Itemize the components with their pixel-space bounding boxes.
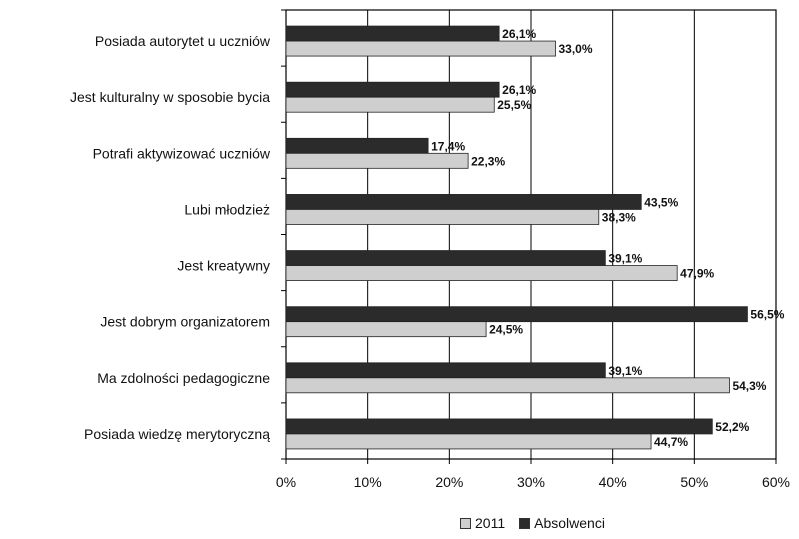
bar-absolwenci	[285, 25, 500, 42]
bar-2011	[285, 377, 730, 394]
data-label-2011: 22,3%	[471, 154, 505, 168]
chart-legend: 2011 Absolwenci	[460, 515, 613, 531]
bar-absolwenci	[285, 194, 642, 210]
category-label: Lubi młodzież	[184, 201, 270, 217]
bar-2011	[285, 209, 600, 225]
category-label: Jest kreatywny	[177, 258, 270, 274]
legend-swatch-absolwenci	[519, 517, 531, 529]
data-label-2011: 54,3%	[732, 379, 766, 393]
legend-label-2011: 2011	[475, 515, 506, 531]
bar-2011	[285, 265, 678, 281]
bar-2011	[285, 40, 556, 57]
data-label-absolwenci: 56,5%	[750, 308, 784, 322]
x-tick-label: 0%	[276, 474, 296, 490]
bar-absolwenci	[285, 306, 748, 323]
bar-2011	[285, 321, 487, 338]
bar-2011	[285, 152, 469, 169]
x-tick-label: 50%	[680, 474, 708, 490]
x-tick-label: 60%	[762, 474, 790, 490]
bar-2011	[285, 96, 495, 113]
category-label: Jest dobrym organizatorem	[100, 314, 270, 330]
x-tick-label: 40%	[599, 474, 627, 490]
data-label-2011: 25,5%	[497, 98, 531, 112]
legend-item-absolwenci: Absolwenci	[519, 515, 605, 531]
legend-swatch-2011	[460, 517, 471, 529]
data-label-2011: 33,0%	[559, 42, 593, 56]
category-label: Jest kulturalny w sposobie bycia	[70, 89, 270, 105]
data-label-2011: 44,7%	[654, 435, 688, 449]
data-label-2011: 38,3%	[602, 210, 636, 224]
x-tick-label: 20%	[435, 474, 463, 490]
data-label-absolwenci: 43,5%	[644, 195, 678, 209]
bar-absolwenci	[285, 250, 606, 266]
x-tick-label: 30%	[517, 474, 545, 490]
data-label-absolwenci: 26,1%	[502, 27, 536, 41]
bar-absolwenci	[285, 137, 429, 154]
data-label-2011: 24,5%	[489, 323, 523, 337]
category-label: Ma zdolności pedagogiczne	[97, 370, 270, 386]
legend-label-absolwenci: Absolwenci	[534, 515, 605, 531]
bar-absolwenci	[285, 418, 713, 435]
bar-2011	[285, 433, 652, 450]
legend-item-2011: 2011	[460, 515, 505, 531]
x-tick-label: 10%	[354, 474, 382, 490]
bar-absolwenci	[285, 362, 606, 379]
data-label-absolwenci: 39,1%	[608, 252, 642, 266]
data-label-absolwenci: 52,2%	[715, 420, 749, 434]
data-label-2011: 47,9%	[680, 267, 714, 281]
data-label-absolwenci: 39,1%	[608, 364, 642, 378]
data-label-absolwenci: 17,4%	[431, 139, 465, 153]
category-label: Posiada wiedzę merytoryczną	[84, 426, 270, 442]
data-label-absolwenci: 26,1%	[502, 83, 536, 97]
category-label: Posiada autorytet u uczniów	[95, 33, 271, 49]
category-label: Potrafi aktywizować uczniów	[93, 145, 271, 161]
bar-absolwenci	[285, 81, 500, 98]
